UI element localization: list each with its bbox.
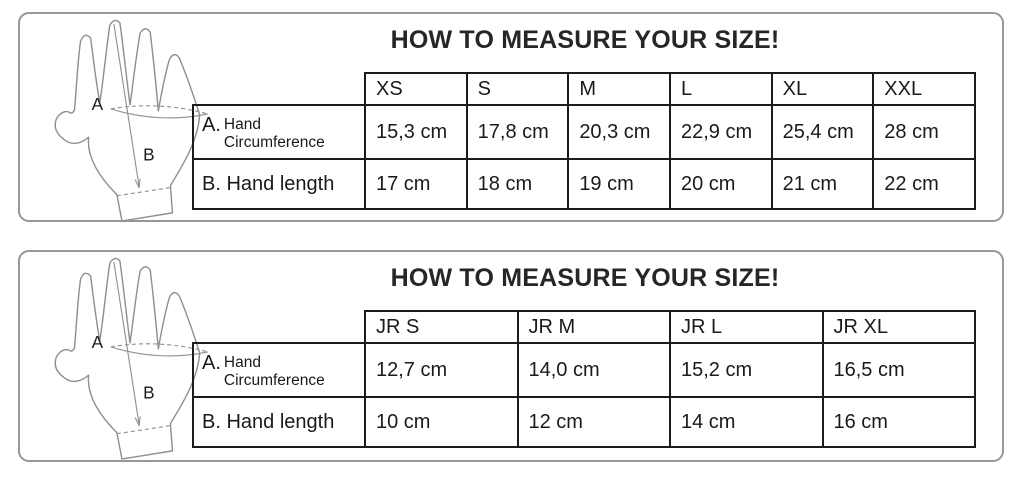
row-label-line1: Hand: [223, 116, 261, 133]
hand-circumference-row: A. Hand Circumference 12,7 cm 14,0 cm 15…: [192, 342, 976, 398]
adult-size-table: XS S M L XL XXL A. Hand Circumference: [192, 72, 976, 210]
size-chart-panel-adult: A B HOW TO MEASURE YOUR SIZE! XS S M L X…: [18, 12, 1004, 222]
value-cell: 17 cm: [364, 158, 468, 210]
row-label-hand-length: B. Hand length: [192, 396, 366, 448]
value-cell: 15,3 cm: [364, 104, 468, 160]
size-header-row: XS S M L XL XXL: [193, 72, 976, 106]
panel-title: HOW TO MEASURE YOUR SIZE!: [390, 264, 780, 292]
size-col-header: JR L: [669, 310, 824, 344]
junior-size-table: JR S JR M JR L JR XL A. Hand Circumferen…: [192, 310, 976, 448]
wrist-dashed-line: [116, 187, 171, 197]
value-cell: 20,3 cm: [567, 104, 671, 160]
hand-label-b: B: [143, 382, 154, 402]
wrist-dashed-line: [116, 425, 171, 435]
row-label-hand-length: B. Hand length: [192, 158, 366, 210]
hand-length-row: B. Hand length 10 cm 12 cm 14 cm 16 cm: [192, 396, 976, 448]
size-col-header: XL: [770, 72, 875, 106]
length-measure-line: [113, 23, 140, 187]
hand-label-a: A: [92, 94, 104, 114]
length-line-arrowhead: [134, 416, 141, 427]
size-col-header: XS: [364, 72, 468, 106]
row-label-line2: Circumference: [223, 371, 325, 389]
hand-measurement-diagram: A B: [54, 19, 208, 222]
value-cell: 16,5 cm: [821, 342, 976, 398]
hand-label-a: A: [92, 332, 104, 352]
value-cell: 25,4 cm: [770, 104, 875, 160]
length-measure-line: [113, 261, 140, 425]
row-prefix: A.: [202, 352, 221, 374]
size-col-header: S: [465, 72, 570, 106]
glove-outline: [54, 257, 201, 460]
row-label-circumference: A. Hand Circumference: [192, 342, 366, 398]
size-chart-panel-junior: A B HOW TO MEASURE YOUR SIZE! JR S JR M …: [18, 250, 1004, 462]
table-corner-spacer: [193, 73, 365, 105]
glove-outline: [54, 19, 201, 222]
value-cell: 14,0 cm: [516, 342, 671, 398]
size-col-header: M: [567, 72, 671, 106]
value-cell: 21 cm: [770, 158, 875, 210]
row-label-line2: Circumference: [223, 133, 325, 151]
value-cell: 28 cm: [872, 104, 976, 160]
hand-length-row: B. Hand length 17 cm 18 cm 19 cm 20 cm 2…: [192, 158, 976, 210]
size-col-header: JR M: [516, 310, 671, 344]
value-cell: 14 cm: [669, 396, 824, 448]
value-cell: 12,7 cm: [364, 342, 519, 398]
size-header-row: JR S JR M JR L JR XL: [193, 310, 976, 344]
hand-circumference-row: A. Hand Circumference 15,3 cm 17,8 cm 20…: [192, 104, 976, 160]
value-cell: 20 cm: [668, 158, 773, 210]
value-cell: 22,9 cm: [668, 104, 773, 160]
panel-title: HOW TO MEASURE YOUR SIZE!: [390, 26, 780, 54]
length-line-arrowhead: [134, 178, 141, 189]
hand-label-b: B: [143, 144, 154, 164]
hand-measurement-diagram: A B: [54, 257, 208, 460]
value-cell: 15,2 cm: [669, 342, 824, 398]
size-col-header: JR XL: [821, 310, 976, 344]
size-col-header: JR S: [364, 310, 519, 344]
size-col-header: L: [668, 72, 773, 106]
value-cell: 10 cm: [364, 396, 519, 448]
size-col-header: XXL: [872, 72, 976, 106]
value-cell: 16 cm: [821, 396, 976, 448]
row-prefix: A.: [202, 114, 221, 136]
row-label-circumference: A. Hand Circumference: [192, 104, 366, 160]
panel-content: HOW TO MEASURE YOUR SIZE! XS S M L XL XX…: [192, 14, 978, 210]
panel-content: HOW TO MEASURE YOUR SIZE! JR S JR M JR L…: [192, 252, 978, 448]
value-cell: 18 cm: [465, 158, 570, 210]
table-corner-spacer: [193, 311, 365, 343]
value-cell: 19 cm: [567, 158, 671, 210]
value-cell: 12 cm: [516, 396, 671, 448]
row-label-line1: Hand: [223, 354, 261, 371]
value-cell: 17,8 cm: [465, 104, 570, 160]
value-cell: 22 cm: [872, 158, 976, 210]
